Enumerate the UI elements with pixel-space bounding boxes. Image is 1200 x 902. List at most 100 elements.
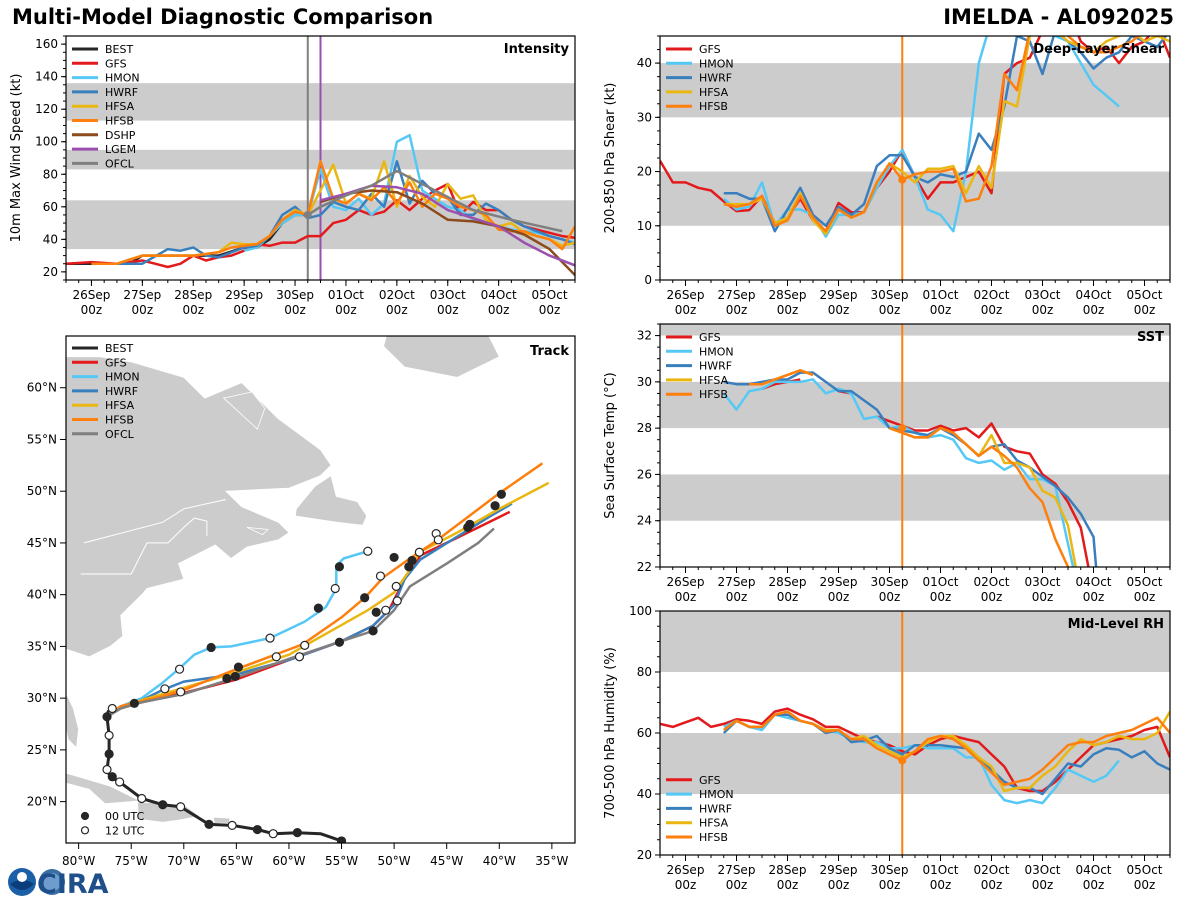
series-line-hfsb (723, 710, 1170, 787)
marker-12utc (391, 581, 401, 591)
axes-frame (65, 335, 576, 844)
marker-00utc (252, 824, 263, 835)
x-tick-sublabel: 00z (828, 303, 850, 317)
x-tick-label: 05Oct (1126, 863, 1162, 877)
marker-00utc (222, 673, 232, 684)
y-tick-label: 60 (43, 200, 58, 214)
axes-frame (659, 323, 1171, 568)
x-tick-sublabel: 00z (284, 303, 306, 317)
marker-12utc (375, 571, 386, 581)
y-tick-label: 30 (637, 110, 652, 124)
marker-00utc (389, 552, 399, 563)
x-tick-sublabel: 00z (1083, 303, 1105, 317)
x-tick-label: 29Sep (225, 288, 263, 302)
legend-label: GFS (105, 57, 127, 70)
y-tick-label: 100 (629, 604, 652, 618)
y-tick-label: 50°N (27, 484, 57, 498)
y-tick-label: 0 (644, 273, 652, 287)
marker-00utc (336, 836, 347, 843)
y-tick-label: 100 (35, 135, 58, 149)
x-tick-sublabel: 00z (675, 303, 697, 317)
land-mass (246, 527, 269, 536)
marker-12utc (176, 802, 186, 812)
series-line-ofcl (307, 169, 563, 233)
x-tick-label: 03Oct (430, 288, 466, 302)
legend-label: HFSB (699, 388, 728, 401)
marker-00utc (204, 819, 214, 829)
y-axis-label: 700-500 hPa Humidity (%) (603, 647, 618, 819)
legend-label: DSHP (105, 129, 136, 142)
x-tick-label: 30Sep (871, 575, 909, 589)
marker-12utc (174, 664, 185, 674)
legend-label: HWRF (699, 360, 732, 373)
legend-label: HFSA (105, 399, 135, 412)
x-tick-sublabel: 00z (1134, 590, 1156, 604)
noaa-logo-icon: CIRA (8, 868, 109, 900)
panel-rh: 2040608010026Sep00z27Sep00z28Sep00z29Sep… (603, 604, 1171, 892)
marker-12utc (107, 703, 117, 714)
marker-12utc (104, 730, 114, 740)
x-tick-label: 30Sep (871, 863, 909, 877)
x-tick-label: 26Sep (73, 288, 111, 302)
marker-00utc (102, 712, 112, 722)
x-tick-sublabel: 00z (930, 878, 952, 892)
x-tick-sublabel: 00z (777, 590, 799, 604)
figure-title: Multi-Model Diagnostic Comparison (12, 5, 434, 29)
legend-label: HFSB (105, 414, 134, 427)
series-line-hmon (722, 36, 1120, 238)
legend-label: HMON (105, 371, 140, 384)
marker-12utc (433, 535, 443, 545)
initial-marker (303, 210, 312, 219)
legend-label: GFS (105, 356, 127, 369)
x-tick-sublabel: 00z (828, 878, 850, 892)
marker-12utc (102, 764, 112, 775)
plot-area (660, 324, 1170, 567)
x-tick-label: 04Oct (481, 288, 517, 302)
land-mass (222, 391, 266, 430)
y-tick-label: 20 (637, 165, 652, 179)
x-tick-sublabel: 00z (981, 878, 1003, 892)
x-tick-sublabel: 00z (726, 303, 748, 317)
marker-00utc (465, 519, 475, 529)
legend-label: HMON (699, 345, 734, 358)
x-tick-sublabel: 00z (488, 303, 510, 317)
x-tick-sublabel: 00z (1032, 878, 1054, 892)
marker-00utc (129, 698, 139, 708)
series-line-hwrf (723, 371, 1098, 567)
legend-label: HFSB (699, 831, 728, 844)
y-tick-label: 40 (637, 56, 652, 70)
y-axis-label: Sea Surface Temp (°C) (603, 372, 618, 519)
marker-12utc (160, 684, 170, 694)
panel-intensity: 2040608010012014016026Sep00z27Sep00z28Se… (9, 35, 576, 317)
marker-00utc (496, 489, 506, 499)
marker-12utc (414, 547, 424, 557)
marker-12utc (268, 829, 278, 839)
legend-label: HMON (699, 57, 734, 70)
plot-area (660, 611, 1170, 855)
legend-label: HMON (105, 72, 140, 85)
marker-00utc (368, 626, 378, 636)
shaded-band (660, 381, 1170, 429)
legend-label: HWRF (105, 385, 138, 398)
x-tick-label: 29Sep (820, 288, 858, 302)
legend-label: BEST (105, 43, 133, 56)
land-mass (66, 692, 80, 749)
shaded-band (660, 474, 1170, 521)
legend-label: HFSA (105, 100, 135, 113)
y-tick-label: 80 (43, 167, 58, 181)
initial-marker (898, 175, 907, 184)
x-tick-label: 01Oct (922, 288, 958, 302)
legend-label: HFSA (699, 817, 729, 830)
legend-label: HWRF (699, 802, 732, 815)
marker-12utc (137, 793, 147, 804)
x-tick-sublabel: 00z (233, 303, 255, 317)
border-line (80, 517, 208, 575)
y-tick-label: 80 (637, 665, 652, 679)
legend-label: HFSB (699, 100, 728, 113)
x-tick-sublabel: 00z (1083, 878, 1105, 892)
x-tick-label: 02Oct (379, 288, 415, 302)
x-tick-label: 02Oct (973, 863, 1009, 877)
x-tick-sublabel: 00z (132, 303, 154, 317)
series-line-hwrf (91, 160, 575, 265)
